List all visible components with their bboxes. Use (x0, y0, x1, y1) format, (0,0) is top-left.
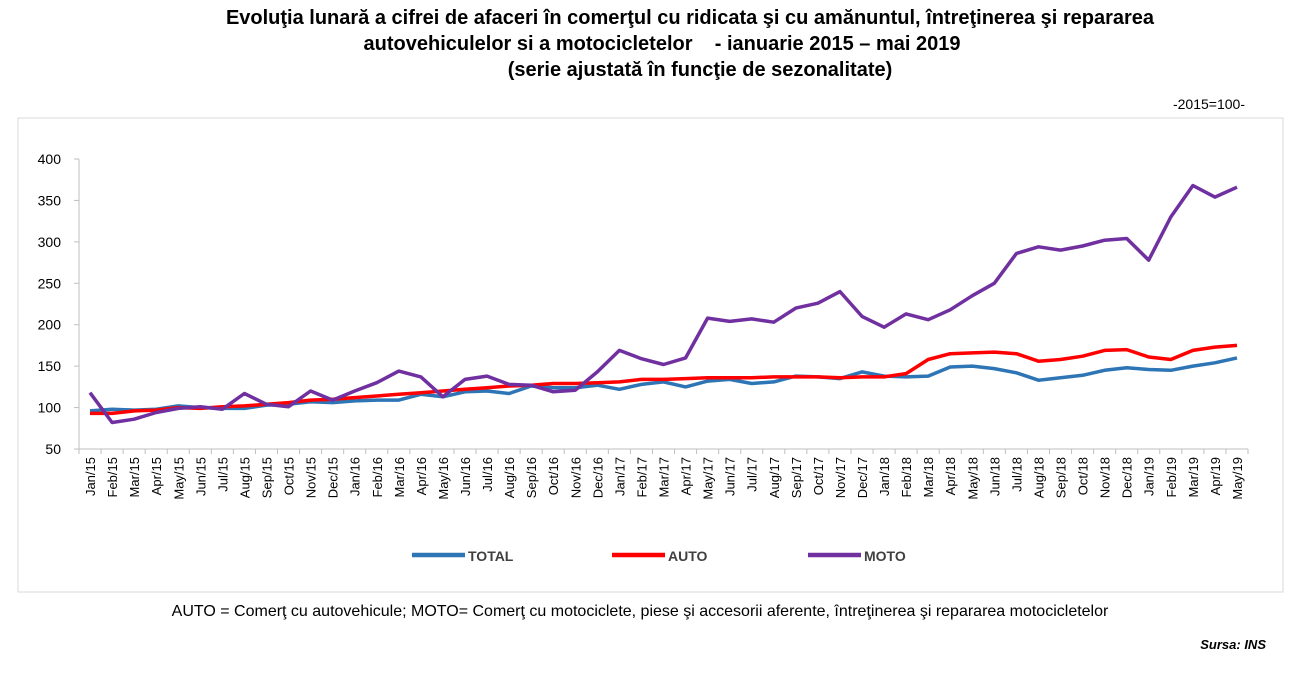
x-tick-label: Jan/19 (1142, 457, 1157, 496)
x-tick-label: May/19 (1230, 457, 1245, 500)
x-tick-label: Apr/16 (414, 457, 429, 495)
y-tick-label: 200 (38, 317, 62, 333)
x-tick-label: Apr/15 (149, 457, 164, 495)
footnote: AUTO = Comerţ cu autovehicule; MOTO= Com… (172, 603, 1109, 620)
x-tick-label: May/18 (965, 457, 980, 500)
x-tick-label: Jan/17 (612, 457, 627, 496)
x-tick-label: Nov/15 (304, 457, 319, 498)
x-tick-label: Jan/16 (348, 457, 363, 496)
x-tick-label: May/17 (701, 457, 716, 500)
x-tick-label: Jul/17 (745, 457, 760, 492)
x-tick-label: May/15 (171, 457, 186, 500)
x-tick-label: Nov/17 (833, 457, 848, 498)
x-tick-label: Mar/17 (657, 457, 672, 497)
chart-subtitle: (serie ajustată în funcţie de sezonalita… (508, 59, 893, 81)
x-tick-label: Jan/18 (877, 457, 892, 496)
x-tick-label: Aug/18 (1031, 457, 1046, 498)
x-tick-label: Dec/15 (326, 457, 341, 498)
x-tick-label: Dec/17 (855, 457, 870, 498)
y-tick-label: 400 (38, 151, 62, 167)
x-tick-label: Jun/17 (723, 457, 738, 496)
x-tick-label: Aug/16 (502, 457, 517, 498)
x-tick-label: Aug/15 (237, 457, 252, 498)
source: Sursa: INS (1200, 637, 1266, 652)
x-tick-label: Apr/17 (679, 457, 694, 495)
x-tick-label: Dec/18 (1120, 457, 1135, 498)
x-tick-label: Oct/17 (811, 457, 826, 495)
y-tick-label: 100 (38, 400, 62, 416)
x-tick-label: Feb/15 (105, 457, 120, 497)
x-tick-label: Jul/18 (1009, 457, 1024, 492)
x-tick-label: Sep/17 (789, 457, 804, 498)
y-tick-label: 50 (45, 441, 61, 457)
x-tick-label: Jun/16 (458, 457, 473, 496)
x-tick-label: Nov/16 (568, 457, 583, 498)
legend-label: TOTAL (468, 548, 514, 564)
x-tick-label: Mar/18 (921, 457, 936, 497)
x-tick-label: Apr/19 (1208, 457, 1223, 495)
x-tick-label: Sep/18 (1054, 457, 1069, 498)
x-tick-label: Jan/15 (83, 457, 98, 496)
x-tick-label: Feb/17 (634, 457, 649, 497)
x-tick-label: Feb/16 (370, 457, 385, 497)
x-tick-label: Aug/17 (767, 457, 782, 498)
unit-note: -2015=100- (1173, 96, 1245, 112)
chart-title: autovehiculelor si a motocicletelor - ia… (364, 33, 961, 55)
y-tick-label: 300 (38, 234, 62, 250)
x-tick-label: Oct/18 (1076, 457, 1091, 495)
y-tick-label: 150 (38, 358, 62, 374)
y-tick-label: 250 (38, 275, 62, 291)
x-tick-label: Jun/18 (987, 457, 1002, 496)
x-tick-label: Nov/18 (1098, 457, 1113, 498)
legend-label: MOTO (864, 548, 906, 564)
x-tick-label: Sep/16 (524, 457, 539, 498)
x-tick-label: Mar/19 (1186, 457, 1201, 497)
chart-frame (17, 117, 1284, 593)
series-line (90, 343, 1238, 416)
x-tick-label: Mar/16 (392, 457, 407, 497)
x-tick-label: Apr/18 (943, 457, 958, 495)
x-tick-label: Jul/16 (480, 457, 495, 492)
x-tick-label: Oct/15 (282, 457, 297, 495)
x-tick-label: Oct/16 (546, 457, 561, 495)
y-tick-label: 350 (38, 192, 62, 208)
x-tick-label: Feb/19 (1164, 457, 1179, 497)
x-tick-label: Sep/15 (259, 457, 274, 498)
x-tick-label: Mar/15 (127, 457, 142, 497)
chart-title: Evoluţia lunară a cifrei de afaceri în c… (226, 7, 1155, 29)
x-tick-label: Feb/18 (899, 457, 914, 497)
x-tick-label: Jun/15 (193, 457, 208, 496)
x-tick-label: May/16 (436, 457, 451, 500)
series-line (88, 183, 1238, 425)
x-tick-label: Dec/16 (590, 457, 605, 498)
x-tick-label: Jul/15 (215, 457, 230, 492)
legend-label: AUTO (668, 548, 708, 564)
